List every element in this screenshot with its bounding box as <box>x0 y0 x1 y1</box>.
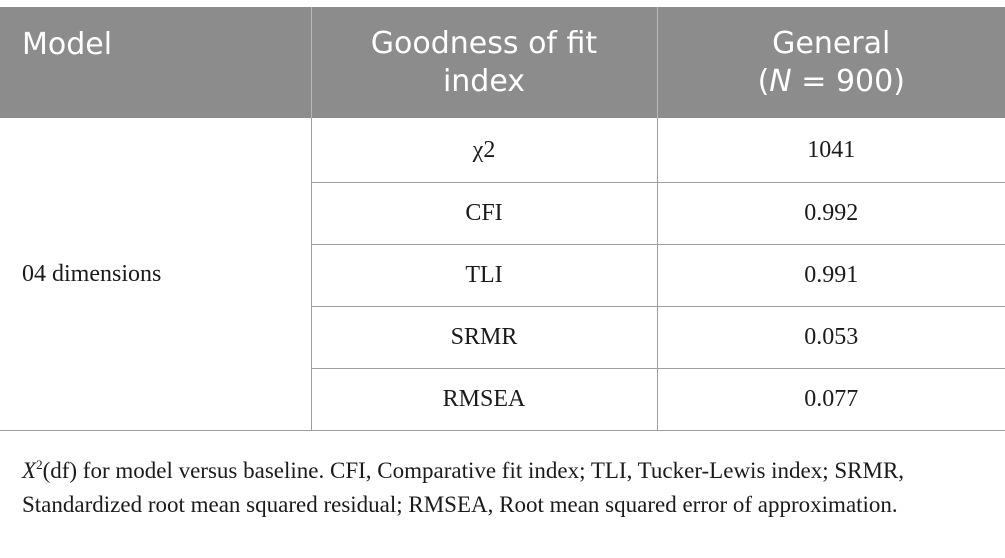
footnote-variable: X <box>22 458 37 483</box>
header-general-paren: ( <box>757 63 770 99</box>
header-fit-index: Goodness of fit index <box>310 7 657 118</box>
fit-value-cell: 1041 <box>656 118 1005 183</box>
fit-index-cell: χ2 <box>310 118 657 183</box>
table-body: 04 dimensions χ2 1041 CFI 0.992 TLI 0.99… <box>0 118 1005 431</box>
header-general: General (N = 900) <box>656 7 1005 118</box>
fit-value-cell: 0.053 <box>656 306 1005 369</box>
table-header: Model Goodness of fit index General (N =… <box>0 7 1005 118</box>
footnote-superscript: 2 <box>36 457 43 472</box>
header-general-line1: General <box>772 25 891 61</box>
header-general-n: N <box>769 63 792 99</box>
header-model: Model <box>0 7 311 118</box>
header-fit-index-line2: index <box>442 63 526 99</box>
fit-index-cell: RMSEA <box>310 368 657 431</box>
table-footnote: X2(df) for model versus baseline. CFI, C… <box>22 448 982 522</box>
fit-value-cell: 0.992 <box>656 182 1005 245</box>
table-row: SRMR 0.053 <box>0 306 1005 369</box>
fit-index-cell: TLI <box>310 244 657 307</box>
header-fit-index-line1: Goodness of fit <box>370 25 598 61</box>
header-general-count: = 900) <box>791 63 905 99</box>
fit-value-cell: 0.077 <box>656 368 1005 431</box>
fit-value-cell: 0.991 <box>656 244 1005 307</box>
table-row: 04 dimensions χ2 1041 <box>0 118 1005 431</box>
footnote-text: (df) for model versus baseline. CFI, Com… <box>22 458 905 517</box>
fit-index-cell: CFI <box>310 182 657 245</box>
table-row: RMSEA 0.077 <box>0 368 1005 431</box>
table-row: TLI 0.991 <box>0 244 1005 307</box>
fit-index-cell: SRMR <box>310 306 657 369</box>
table-row: CFI 0.992 <box>0 182 1005 245</box>
model-cell: 04 dimensions <box>0 118 312 431</box>
goodness-of-fit-table: Model Goodness of fit index General (N =… <box>0 7 1005 431</box>
header-model-label: Model <box>22 27 113 62</box>
